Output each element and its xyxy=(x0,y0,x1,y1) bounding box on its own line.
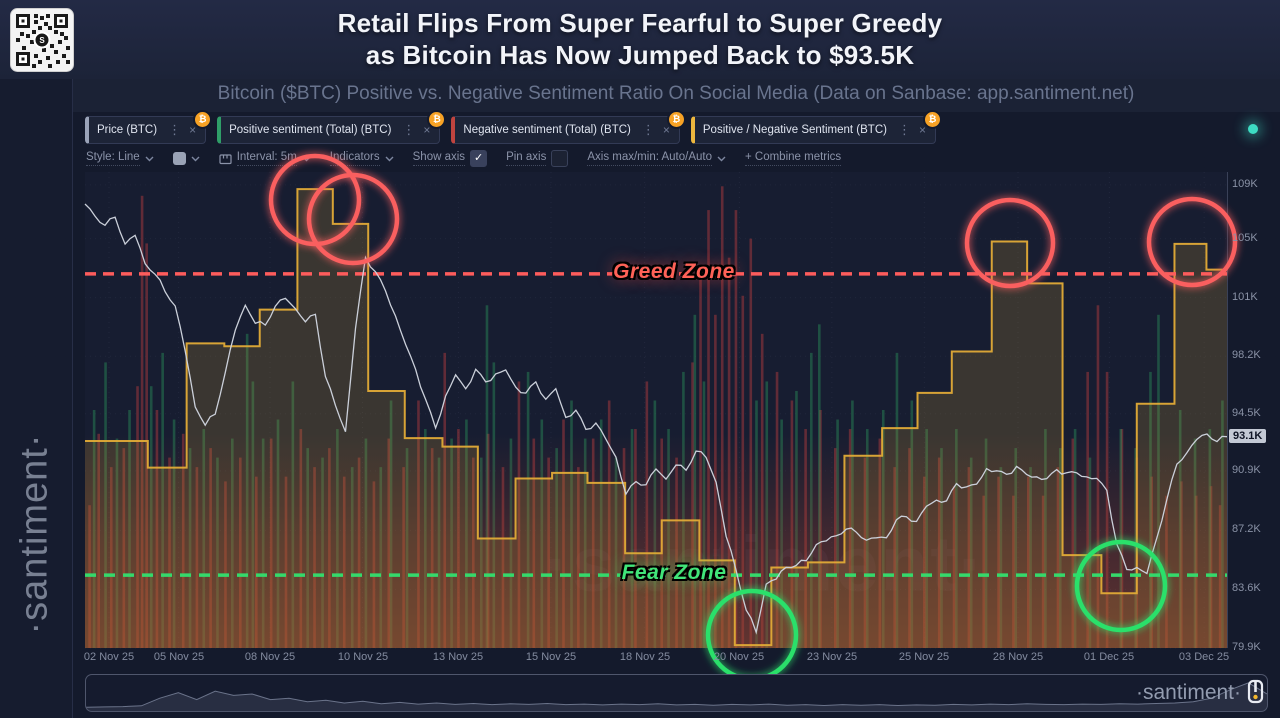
btc-badge: ₿ xyxy=(922,110,942,129)
metric-chip-pos-neg-ratio[interactable]: Positive / Negative Sentiment (BTC) ⋮ × ₿ xyxy=(690,110,942,144)
kebab-menu-icon[interactable]: ⋮ xyxy=(402,122,416,137)
title-line-1: Retail Flips From Super Fearful to Super… xyxy=(337,8,943,38)
toolbar-combine-metrics[interactable]: + Combine metrics xyxy=(744,151,842,166)
toolbar-axis-max-min-auto-auto[interactable]: Axis max/min: Auto/Auto xyxy=(587,151,726,166)
greed-highlight-circle xyxy=(1146,196,1238,288)
x-axis-label: 18 Nov 25 xyxy=(619,651,671,663)
metric-chip-label: Positive sentiment (Total) (BTC) xyxy=(229,124,392,136)
x-axis: 02 Nov 25 05 Nov 25 08 Nov 25 10 Nov 25 13 N… xyxy=(83,651,1230,665)
y-axis-label: 87.2K xyxy=(1232,523,1261,535)
checkbox-checked[interactable]: ✓ xyxy=(470,150,488,167)
kebab-menu-icon[interactable]: ⋮ xyxy=(897,122,911,137)
title-line-2: as Bitcoin Has Now Jumped Back to $93.5K xyxy=(365,40,915,70)
x-axis-label: 15 Nov 25 xyxy=(525,651,577,663)
toolbar-label: Indicators xyxy=(329,151,380,166)
chart-toolbar: Style: Line Interval: 5m Indicators Show ax… xyxy=(86,150,842,167)
page-title: Retail Flips From Super Fearful to Super… xyxy=(0,7,1280,71)
timeline-minimap[interactable] xyxy=(85,674,1268,712)
brand-wordmark: ·santiment· xyxy=(1135,680,1241,704)
price-line xyxy=(84,203,1228,635)
toolbar-show-axis[interactable]: Show axis ✓ xyxy=(412,150,488,167)
x-axis-label: 08 Nov 25 xyxy=(244,651,296,663)
subtitle-bar: Bitcoin ($BTC) Positive vs. Negative Sen… xyxy=(0,79,1280,112)
x-axis-label: 25 Nov 25 xyxy=(898,651,950,663)
y-axis-label: 101K xyxy=(1232,291,1258,303)
qr-code: S xyxy=(10,8,74,72)
metric-chip-price-btc[interactable]: Price (BTC) ⋮ × ₿ xyxy=(85,110,213,144)
y-axis: 109K 105K 101K 98.2K 94.5K 90.9K 87.2K 83.6K 79.… xyxy=(1229,172,1278,653)
x-axis-label: 03 Dec 25 xyxy=(1178,651,1230,663)
color-swatch[interactable] xyxy=(172,152,186,165)
metric-chip-label: Price (BTC) xyxy=(97,124,158,136)
header: S Retail Flips From Super Fearful to Sup… xyxy=(0,0,1280,80)
toolbar-label: Show axis xyxy=(412,151,466,166)
y-axis-label: 83.6K xyxy=(1232,582,1261,594)
close-icon[interactable]: × xyxy=(662,123,670,137)
current-price-badge: 93.1K xyxy=(1229,429,1267,443)
toolbar-label: Axis max/min: Auto/Auto xyxy=(587,151,712,166)
toolbar-style-line[interactable]: Style: Line xyxy=(86,151,154,166)
sidebar-watermark: ·santiment· xyxy=(13,433,56,635)
chevron-down-icon xyxy=(717,156,726,161)
btc-badge: ₿ xyxy=(666,110,686,129)
svg-text:S: S xyxy=(39,36,45,45)
chart-subtitle: Bitcoin ($BTC) Positive vs. Negative Sen… xyxy=(217,83,1135,104)
chart-canvas xyxy=(84,153,1238,682)
kebab-menu-icon[interactable]: ⋮ xyxy=(641,122,655,137)
x-axis-label: 28 Nov 25 xyxy=(992,651,1044,663)
x-axis-label: 05 Nov 25 xyxy=(153,651,205,663)
close-icon[interactable]: × xyxy=(918,123,926,137)
y-axis-label: 79.9K xyxy=(1232,641,1261,653)
y-axis-label: 98.2K xyxy=(1232,349,1261,361)
chevron-down-icon xyxy=(191,156,200,161)
close-icon[interactable]: × xyxy=(189,123,197,137)
greed-highlight-circle xyxy=(964,197,1056,289)
santiment-logo-icon xyxy=(1247,679,1264,704)
x-axis-label: 10 Nov 25 xyxy=(337,651,389,663)
y-axis-label: 90.9K xyxy=(1232,464,1261,476)
toolbar-pin-axis[interactable]: Pin axis xyxy=(506,150,569,167)
interval-icon xyxy=(219,153,232,164)
x-axis-label: 13 Nov 25 xyxy=(432,651,484,663)
toolbar-color-swatch[interactable] xyxy=(172,152,200,165)
x-axis-label: 20 Nov 25 xyxy=(713,651,765,663)
santiment-branding: ·santiment· xyxy=(1136,679,1264,706)
toolbar-label: Style: Line xyxy=(86,151,140,166)
left-sidebar: ·santiment· xyxy=(0,79,73,718)
x-axis-label: 01 Dec 25 xyxy=(1083,651,1135,663)
minimap-canvas xyxy=(86,682,1267,711)
toolbar-label: Interval: 5m xyxy=(236,151,297,166)
checkbox-unchecked[interactable] xyxy=(551,150,569,167)
status-glow-dot[interactable] xyxy=(1248,124,1258,134)
greed-highlight-circle xyxy=(306,172,400,266)
fear-highlight-circle xyxy=(1074,539,1168,633)
toolbar-indicators[interactable]: Indicators xyxy=(329,151,394,166)
metric-chips-row: Price (BTC) ⋮ × ₿ Positive sentiment (Total)… xyxy=(85,110,942,144)
chevron-down-icon xyxy=(385,156,394,161)
y-axis-label: 109K xyxy=(1232,178,1258,190)
x-axis-label: 02 Nov 25 xyxy=(83,651,135,663)
metric-chip-label: Negative sentiment (Total) (BTC) xyxy=(463,124,631,136)
metric-chip-label: Positive / Negative Sentiment (BTC) xyxy=(702,124,887,136)
chevron-down-icon xyxy=(145,156,154,161)
metric-chip-negative-sentiment[interactable]: Negative sentiment (Total) (BTC) ⋮ × ₿ xyxy=(451,110,686,144)
kebab-menu-icon[interactable]: ⋮ xyxy=(168,122,182,137)
y-axis-label: 94.5K xyxy=(1232,407,1261,419)
fear-zone-label: Fear Zone xyxy=(621,561,727,584)
metric-chip-positive-sentiment[interactable]: Positive sentiment (Total) (BTC) ⋮ × ₿ xyxy=(217,110,447,144)
y-axis-label: 105K xyxy=(1232,232,1258,244)
btc-badge: ₿ xyxy=(427,110,447,129)
close-icon[interactable]: × xyxy=(423,123,431,137)
toolbar-label: Pin axis xyxy=(506,151,547,166)
x-axis-label: 23 Nov 25 xyxy=(806,651,858,663)
greed-zone-label: Greed Zone xyxy=(613,260,735,283)
toolbar-label: + Combine metrics xyxy=(744,151,842,166)
btc-badge: ₿ xyxy=(193,110,213,129)
